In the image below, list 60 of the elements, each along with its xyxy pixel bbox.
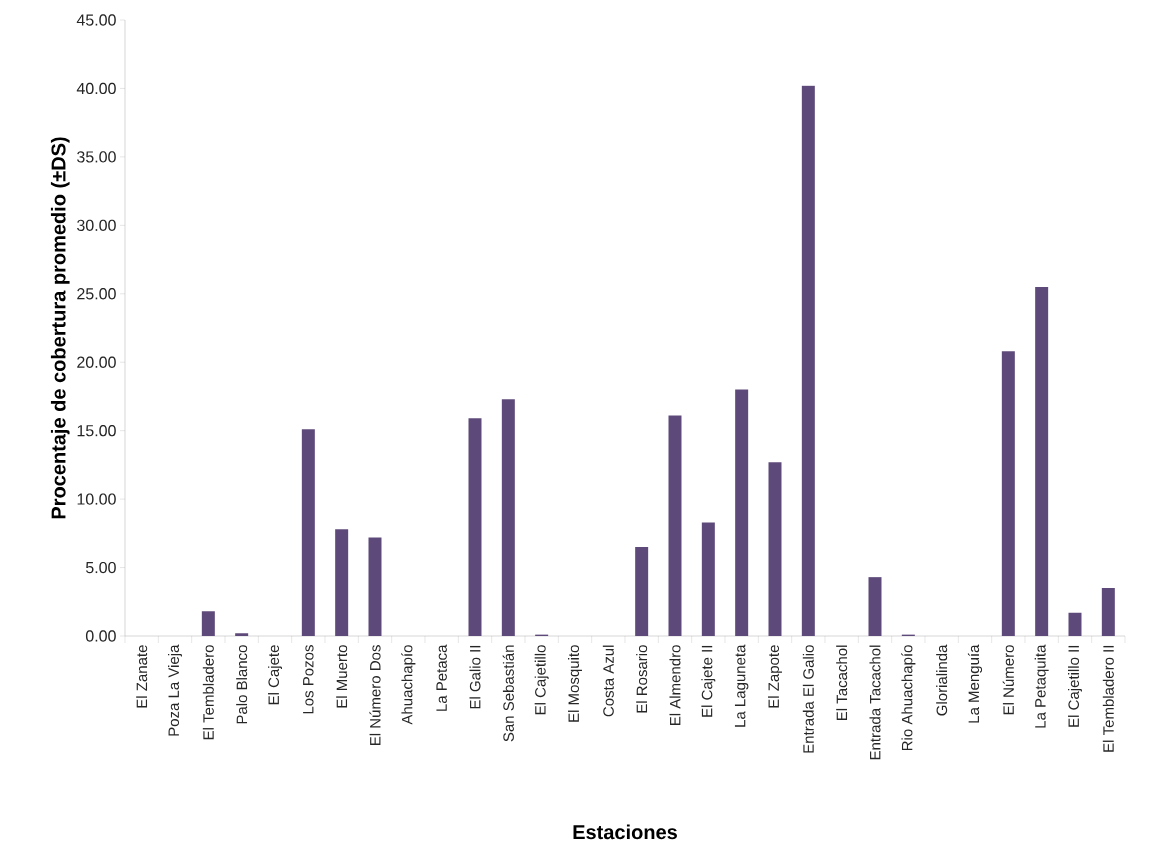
bar (668, 415, 682, 636)
x-tick-label: El Zanate (136, 645, 148, 708)
y-tick-label: 30.00 (77, 219, 116, 231)
bar (501, 399, 515, 636)
y-tick-label: 5.00 (85, 561, 116, 574)
x-tick-label: El Zapote (768, 645, 782, 708)
x-tick-label: La Laguneta (734, 644, 749, 727)
y-axis-title: Procentaje de cobertura promedio (±DS) (50, 137, 70, 519)
x-tick-label: El Cajetillo (534, 645, 549, 715)
x-tick-label: Entrada Tacachol (869, 645, 881, 760)
bar (468, 418, 482, 636)
x-tick-label: Poza La Vieja (168, 644, 182, 736)
bar (201, 611, 215, 636)
x-tick-label: El Mosquito (568, 645, 582, 722)
y-tick-label: 25.00 (77, 288, 116, 300)
x-tick-label: El Tembladero II (1102, 645, 1114, 752)
bar (768, 462, 782, 636)
x-axis-title: Estaciones (573, 824, 677, 840)
x-tick-label: Glorialinda (936, 644, 948, 716)
x-tick-label: Rio Ahuachapío (901, 645, 916, 751)
x-tick-label: El Cajete (268, 645, 282, 705)
x-tick-label: El Número Dos (369, 645, 381, 746)
x-tick-label: El Tembladero (202, 645, 214, 740)
x-tick-label: Los Pozos (303, 645, 314, 714)
x-tick-label: Ahuachapío (401, 645, 416, 725)
bar (301, 429, 315, 636)
y-tick-label: 10.00 (77, 493, 116, 505)
x-tick-label: Costa Azul (602, 645, 614, 717)
y-tick-label: 20.00 (77, 356, 116, 368)
x-tick-label: El Muerto (336, 645, 348, 708)
bar (235, 633, 249, 636)
y-tick-label: 0.00 (85, 630, 116, 642)
bar (1035, 286, 1049, 636)
y-tick-label: 15.00 (77, 425, 116, 437)
x-tick-label: El Cajetillo II (1068, 645, 1082, 727)
bar (701, 522, 715, 636)
bar (335, 529, 349, 636)
x-tick-label: El Galio II (469, 645, 481, 709)
y-tick-label: 40.00 (76, 82, 116, 95)
bar (868, 577, 882, 636)
bar (635, 547, 649, 636)
x-tick-label: El Rosario (636, 645, 648, 713)
x-tick-label: El Almendro (669, 645, 681, 726)
bar (735, 389, 749, 636)
x-tick-label: La Petaquita (1034, 644, 1049, 728)
bar (368, 537, 382, 636)
bar (1001, 351, 1015, 636)
x-tick-label: Palo Blanco (236, 645, 248, 724)
bar (1101, 588, 1115, 636)
y-tick-label: 45.00 (76, 14, 116, 26)
x-tick-label: El Cajete II (701, 645, 716, 717)
y-tick-label: 35.00 (77, 151, 116, 163)
x-tick-label: Entrada El Galio (802, 645, 814, 753)
bar (801, 85, 815, 636)
x-tick-label: El Número (1002, 645, 1014, 715)
x-tick-label: La Menguía (967, 644, 983, 723)
x-tick-label: La Petaca (436, 644, 447, 711)
bar (1068, 612, 1082, 636)
x-tick-label: San Sebastián (502, 645, 514, 742)
x-tick-label: El Tacachol (836, 645, 848, 721)
